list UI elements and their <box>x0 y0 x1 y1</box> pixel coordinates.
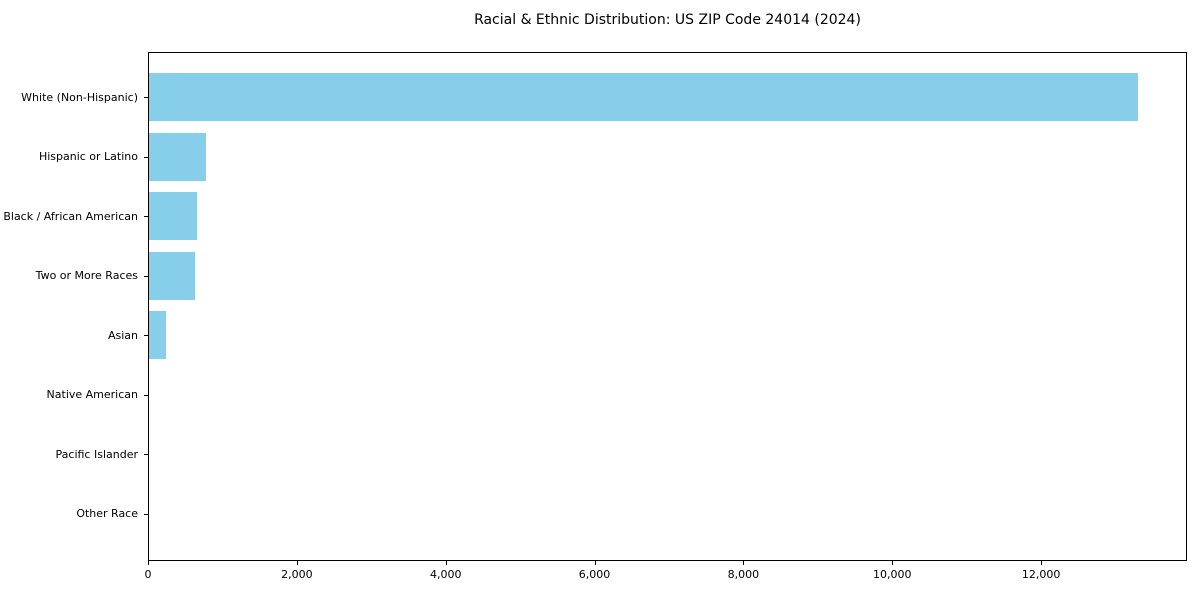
y-axis-label: White (Non-Hispanic) <box>21 90 138 104</box>
x-tick-mark <box>1041 561 1043 565</box>
y-tick-mark <box>144 335 148 337</box>
y-axis-label: Hispanic or Latino <box>38 150 138 164</box>
x-tick-label: 4,000 <box>429 568 462 581</box>
y-tick-mark <box>144 156 148 158</box>
y-axis-label: Asian <box>107 328 138 342</box>
bar <box>149 132 206 181</box>
x-tick-mark <box>892 561 894 565</box>
x-tick-mark <box>445 561 447 565</box>
y-axis-label: Native American <box>46 388 138 402</box>
x-tick-label: 6,000 <box>578 568 611 581</box>
plot-area <box>148 52 1187 561</box>
y-tick-mark <box>144 513 148 515</box>
y-tick-mark <box>144 216 148 218</box>
y-tick-mark <box>144 394 148 396</box>
bar <box>149 192 198 241</box>
y-axis-label: Black / African American <box>3 209 138 223</box>
bar <box>149 73 1139 121</box>
x-tick-mark <box>296 561 298 565</box>
y-tick-mark <box>144 97 148 98</box>
x-tick-mark <box>148 561 149 565</box>
y-axis-label: Other Race <box>76 507 138 521</box>
y-tick-mark <box>144 275 148 277</box>
x-tick-label: 2,000 <box>281 568 313 581</box>
x-tick-label: 10,000 <box>873 568 912 581</box>
bar <box>149 251 196 300</box>
y-axis-label: Two or More Races <box>35 269 138 283</box>
x-tick-label: 0 <box>144 568 152 581</box>
x-tick-mark <box>743 561 745 565</box>
y-tick-mark <box>144 454 148 456</box>
y-axis-label: Pacific Islander <box>55 447 138 461</box>
chart-title: Racial & Ethnic Distribution: US ZIP Cod… <box>474 12 861 28</box>
x-tick-label: 12,000 <box>1021 568 1061 581</box>
x-tick-mark <box>594 561 596 565</box>
x-tick-label: 8,000 <box>727 568 760 581</box>
bar <box>149 311 167 360</box>
